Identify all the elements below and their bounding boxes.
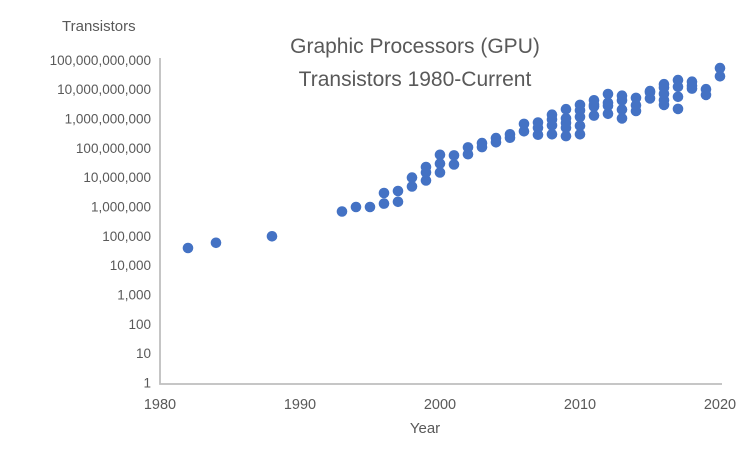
data-point — [392, 196, 404, 208]
x-axis-title: Year — [409, 420, 441, 437]
data-point — [210, 237, 222, 249]
x-tick-label: 2010 — [564, 397, 596, 413]
data-point — [546, 129, 558, 140]
data-point — [518, 126, 530, 137]
data-point — [630, 99, 642, 111]
data-point — [546, 109, 558, 120]
x-tick-label: 2000 — [424, 397, 456, 413]
y-tick-label: 100,000,000,000 — [50, 53, 151, 68]
data-point — [588, 95, 600, 106]
data-point — [658, 78, 670, 90]
x-tick-label: 1990 — [284, 397, 316, 413]
data-point — [574, 99, 586, 111]
data-point — [406, 172, 418, 183]
data-point — [504, 129, 516, 140]
data-point — [434, 167, 446, 178]
data-point — [364, 201, 376, 213]
data-point — [378, 187, 390, 199]
data-point — [644, 85, 656, 97]
data-point — [490, 132, 502, 144]
data-point — [602, 88, 614, 100]
data-point — [518, 118, 530, 130]
data-point — [378, 198, 390, 209]
data-point — [672, 103, 684, 115]
data-point — [266, 231, 278, 242]
data-point — [406, 181, 418, 192]
data-point — [476, 137, 488, 149]
y-tick-label: 100 — [128, 317, 151, 332]
x-tick-label: 1980 — [144, 397, 176, 413]
data-point — [602, 97, 614, 109]
data-point — [672, 74, 684, 86]
data-point — [700, 83, 712, 95]
data-point — [714, 71, 726, 82]
data-point — [350, 201, 362, 213]
y-tick-label: 1,000,000,000 — [65, 111, 151, 126]
data-point — [448, 150, 460, 161]
y-tick-label: 10,000,000 — [83, 170, 151, 185]
data-point — [616, 113, 628, 124]
y-axis-tick-labels: 100,000,000,000 10,000,000,000 1,000,000,0… — [50, 53, 151, 391]
data-point — [434, 149, 446, 161]
y-tick-label: 10 — [136, 346, 151, 361]
data-point — [574, 129, 586, 140]
y-tick-label: 1 — [143, 376, 151, 391]
data-point — [420, 175, 432, 186]
x-tick-label: 2020 — [704, 397, 736, 413]
y-tick-label: 1,000,000 — [91, 199, 151, 214]
x-axis-tick-labels: 1980 1990 2000 2010 2020 — [144, 397, 736, 413]
data-point — [336, 206, 348, 217]
data-point — [462, 142, 474, 153]
y-tick-label: 100,000 — [102, 229, 151, 244]
data-point — [588, 110, 600, 121]
axis-lines — [159, 58, 722, 385]
data-point — [560, 103, 572, 115]
y-axis-title: Transistors — [62, 18, 136, 35]
data-point — [392, 185, 404, 197]
y-tick-label: 10,000 — [110, 258, 151, 273]
data-point — [182, 242, 194, 254]
chart-title: Graphic Processors (GPU) Transistors 198… — [215, 30, 615, 96]
data-point — [616, 90, 628, 101]
data-point — [560, 130, 572, 142]
data-point — [714, 62, 726, 74]
data-point — [560, 113, 572, 124]
y-tick-label: 10,000,000,000 — [57, 82, 151, 97]
data-point — [672, 91, 684, 103]
y-tick-label: 100,000,000 — [76, 141, 151, 156]
scatter-points — [182, 62, 726, 254]
data-point — [616, 104, 628, 115]
chart-title-line1: Graphic Processors (GPU) — [290, 35, 540, 58]
data-point — [602, 108, 614, 120]
data-point — [630, 92, 642, 104]
chart-title-line2: Transistors 1980-Current — [298, 68, 532, 91]
data-point — [686, 76, 698, 87]
data-point — [532, 117, 544, 128]
data-point — [434, 158, 446, 169]
data-point — [448, 159, 460, 170]
data-point — [420, 161, 432, 173]
data-point — [574, 120, 586, 132]
y-tick-label: 1,000 — [117, 287, 151, 302]
